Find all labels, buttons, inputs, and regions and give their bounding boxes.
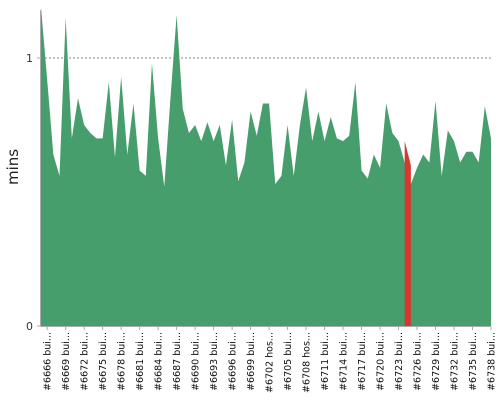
x-tick-label: #6708 hos... <box>302 332 313 393</box>
x-tick-label: #6699 bui... <box>246 332 257 391</box>
y-tick-label: 1 <box>26 52 33 65</box>
x-tick-label: #6714 bui... <box>339 332 350 391</box>
x-tick-label: #6678 bui... <box>117 332 128 391</box>
x-tick-label: #6717 bui... <box>357 332 368 391</box>
x-tick-label: #6720 bui... <box>376 332 387 391</box>
axes <box>40 10 491 327</box>
x-tick-label: #6732 bui... <box>450 332 461 391</box>
x-tick-label: #6735 bui... <box>468 332 479 391</box>
x-tick-label: #6738 bui... <box>487 332 498 391</box>
plot-area <box>41 7 491 327</box>
x-tick-label: #6690 bui... <box>191 332 202 391</box>
y-axis-ticks: 01 <box>26 52 40 333</box>
x-tick-label: #6681 bui... <box>135 332 146 391</box>
area-series <box>41 7 491 327</box>
x-tick-label: #6675 bui... <box>98 332 109 391</box>
x-tick-label: #6723 bui... <box>394 332 405 391</box>
x-tick-label: #6687 bui... <box>172 332 183 391</box>
x-tick-label: #6711 bui... <box>320 332 331 391</box>
x-tick-label: #6684 bui... <box>154 332 165 391</box>
x-tick-label: #6669 bui... <box>61 332 72 391</box>
x-tick-label: #6693 bui... <box>209 332 220 391</box>
x-tick-label: #6705 bui... <box>283 332 294 391</box>
x-tick-label: #6666 bui... <box>43 332 54 391</box>
x-tick-label: #6696 bui... <box>228 332 239 391</box>
x-tick-label: #6672 bui... <box>80 332 91 391</box>
highlighted-build-area <box>404 141 411 326</box>
x-tick-label: #6702 hos... <box>265 332 276 393</box>
x-tick-label: #6729 bui... <box>431 332 442 391</box>
x-axis-ticks: #6666 bui... #6669 bui... #6672 bui... #667… <box>43 327 498 393</box>
y-axis-label: mins <box>4 149 22 185</box>
y-tick-label: 0 <box>26 320 33 333</box>
x-tick-label: #6726 bui... <box>413 332 424 391</box>
